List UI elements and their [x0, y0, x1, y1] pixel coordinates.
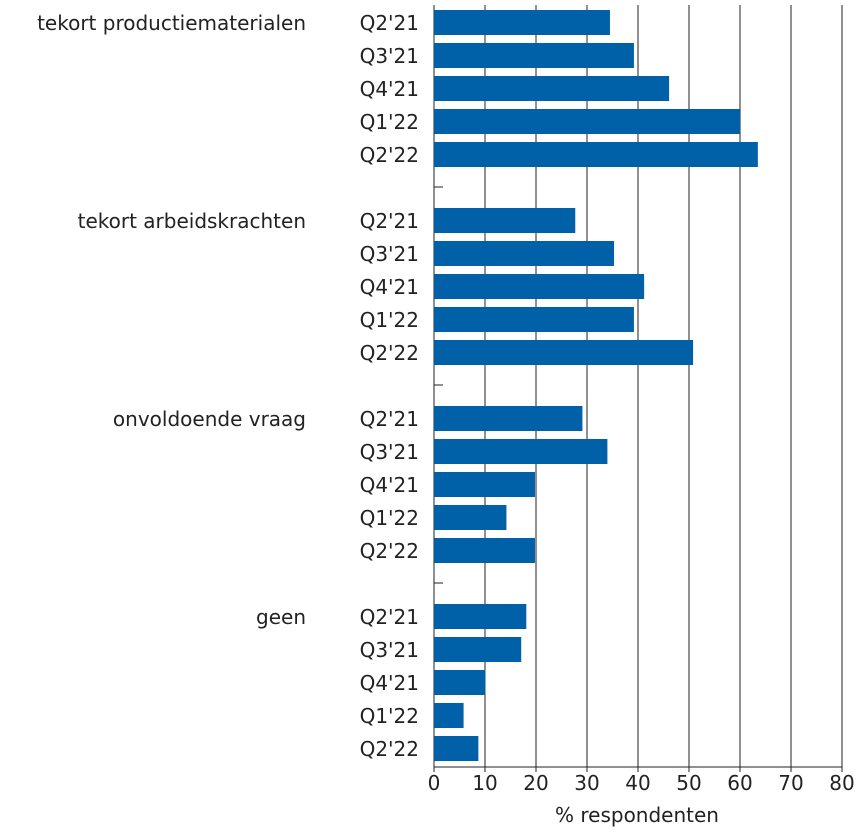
period-label: Q2'22: [360, 539, 419, 563]
bar: [434, 241, 615, 266]
bar: [434, 505, 507, 530]
bar: [434, 406, 583, 431]
bars: [434, 10, 758, 761]
x-tick-label: 50: [676, 771, 701, 795]
x-tick-label: 40: [625, 771, 650, 795]
period-label: Q3'21: [360, 242, 419, 266]
bar: [434, 10, 610, 35]
period-label: Q2'22: [360, 737, 419, 761]
period-label: Q3'21: [360, 44, 419, 68]
period-label: Q4'21: [360, 473, 419, 497]
bar: [434, 208, 576, 233]
bar: [434, 142, 758, 167]
group-label: onvoldoende vraag: [113, 407, 306, 431]
bar: [434, 670, 486, 695]
bar: [434, 472, 535, 497]
period-label: Q2'21: [360, 209, 419, 233]
bar: [434, 439, 608, 464]
bar: [434, 274, 645, 299]
period-label: Q2'22: [360, 143, 419, 167]
bar: [434, 76, 670, 101]
period-label: Q2'21: [360, 11, 419, 35]
x-tick-label: 70: [778, 771, 803, 795]
period-label: Q1'22: [360, 110, 419, 134]
x-axis: 0 10 20 30 40 50 60 70 80: [428, 766, 855, 795]
x-tick-label: 20: [523, 771, 548, 795]
bar: [434, 538, 535, 563]
period-label: Q1'22: [360, 704, 419, 728]
period-label: Q4'21: [360, 275, 419, 299]
bar: [434, 307, 634, 332]
bar: [434, 604, 527, 629]
group-label: geen: [256, 605, 306, 629]
bar: [434, 43, 634, 68]
x-tick-label: 60: [727, 771, 752, 795]
x-axis-title: % respondenten: [555, 803, 719, 827]
bar: [434, 109, 740, 134]
period-label: Q2'21: [360, 605, 419, 629]
bar: [434, 340, 694, 365]
period-label: Q3'21: [360, 638, 419, 662]
period-label: Q1'22: [360, 308, 419, 332]
bar: [434, 736, 479, 761]
bar: [434, 703, 464, 728]
period-label: Q4'21: [360, 671, 419, 695]
period-label: Q2'22: [360, 341, 419, 365]
x-tick-label: 0: [428, 771, 441, 795]
period-label: Q4'21: [360, 77, 419, 101]
period-label: Q3'21: [360, 440, 419, 464]
x-tick-label: 80: [829, 771, 854, 795]
labels: tekort productiematerialen Q2'21 Q3'21 Q4'2…: [37, 11, 419, 761]
group-label: tekort productiematerialen: [37, 11, 306, 35]
period-label: Q2'21: [360, 407, 419, 431]
x-tick-label: 10: [472, 771, 497, 795]
period-label: Q1'22: [360, 506, 419, 530]
bar: [434, 637, 522, 662]
group-label: tekort arbeidskrachten: [78, 209, 306, 233]
x-tick-label: 30: [574, 771, 599, 795]
